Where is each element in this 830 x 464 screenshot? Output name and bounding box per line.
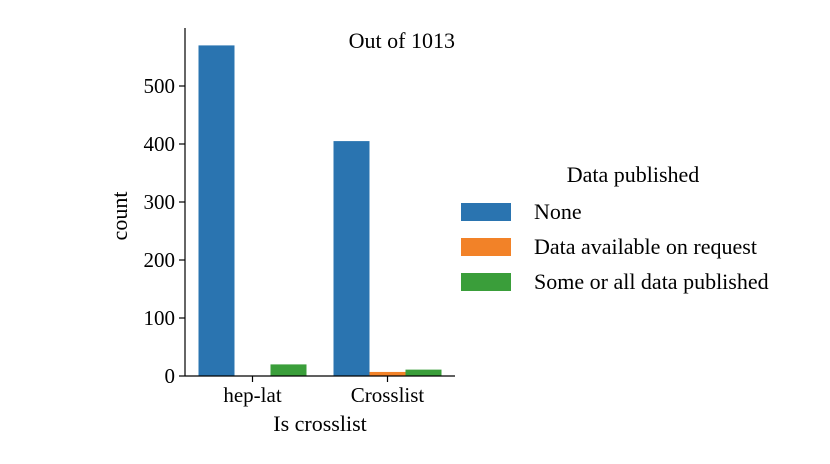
legend-label: None (534, 199, 582, 224)
legend-label: Data available on request (534, 234, 757, 259)
bar-hep-lat-series-2 (270, 364, 307, 376)
y-tick-label: 100 (144, 306, 176, 330)
y-tick-label: 400 (144, 132, 176, 156)
legend-swatch (461, 273, 511, 291)
y-tick-label: 500 (144, 74, 176, 98)
y-tick-label: 300 (144, 190, 176, 214)
bar-hep-lat-series-0 (198, 45, 235, 377)
legend-swatch (461, 238, 511, 256)
x-axis-label: Is crosslist (273, 411, 367, 436)
y-tick-label: 0 (165, 364, 176, 388)
x-ticks-group: hep-lat Crosslist (223, 376, 424, 407)
legend: Data published None Data available on req… (461, 162, 769, 294)
bars-group (198, 45, 442, 377)
bar-crosslist-series-2 (405, 369, 442, 376)
y-tick-label: 200 (144, 248, 176, 272)
legend-title: Data published (567, 162, 700, 187)
bar-crosslist-series-1 (369, 371, 406, 376)
y-ticks-group: 0 100 200 300 400 500 (144, 74, 185, 388)
chart-annotation: Out of 1013 (349, 28, 455, 53)
x-tick-label: hep-lat (223, 383, 281, 407)
bar-crosslist-series-0 (333, 141, 370, 376)
x-tick-label: Crosslist (351, 383, 425, 407)
legend-label: Some or all data published (534, 269, 769, 294)
legend-swatch (461, 203, 511, 221)
y-axis-label: count (107, 192, 132, 241)
